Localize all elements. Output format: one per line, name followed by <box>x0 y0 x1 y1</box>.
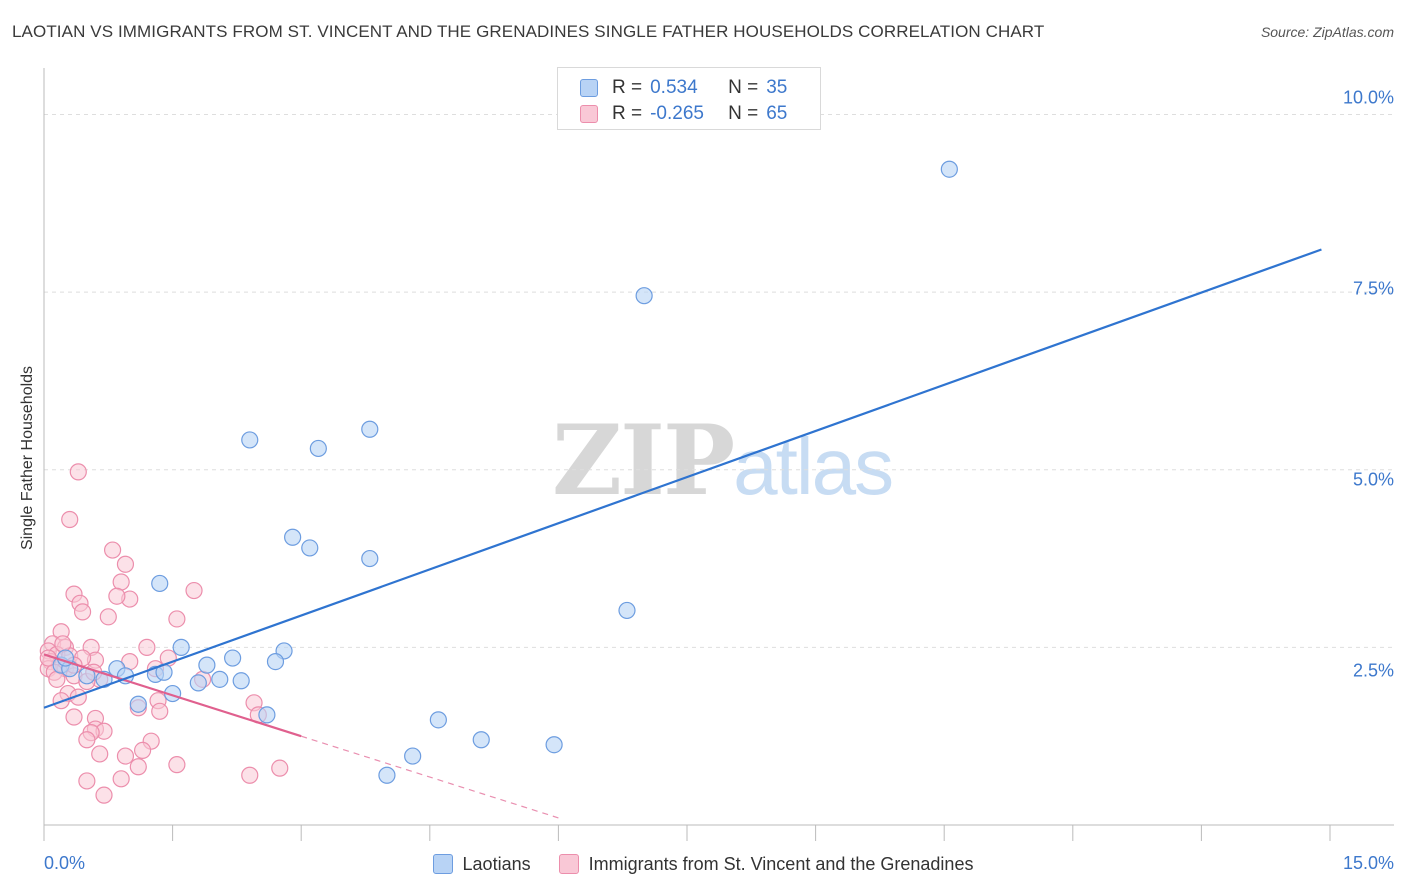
chart-title: LAOTIAN VS IMMIGRANTS FROM ST. VINCENT A… <box>12 22 1045 41</box>
data-point-immigrants <box>61 510 79 529</box>
data-point-immigrants <box>151 702 169 720</box>
data-point-immigrants <box>133 741 152 760</box>
legend-row-laotians: R = 0.534 N = 35 <box>580 76 787 100</box>
y-tick-label-7-5: 7.5% <box>1352 278 1394 299</box>
trend-line-laotians <box>43 248 1322 709</box>
data-point-laotians <box>378 766 396 784</box>
legend-n-value: 35 <box>766 77 788 98</box>
data-point-laotians <box>172 638 190 656</box>
data-point-immigrants <box>65 708 83 726</box>
data-point-immigrants <box>108 587 126 605</box>
legend-label-laotians: Laotians <box>462 853 531 874</box>
data-point-laotians <box>404 747 422 765</box>
data-point-laotians <box>258 706 276 724</box>
legend-item-laotians: Laotians <box>432 853 531 875</box>
data-point-laotians <box>545 736 563 754</box>
data-point-laotians <box>635 287 653 305</box>
data-point-immigrants <box>168 610 186 628</box>
trend-line-immigrants <box>43 653 302 738</box>
watermark: ZIPatlas <box>552 404 894 517</box>
data-point-immigrants <box>73 603 92 621</box>
legend-item-immigrants: Immigrants from St. Vincent and the Gren… <box>558 853 974 875</box>
y-tick-label-5: 5.0% <box>1352 469 1394 490</box>
data-point-laotians <box>224 649 242 667</box>
data-point-laotians <box>429 711 447 729</box>
data-point-laotians <box>198 656 216 674</box>
legend-n-label: N = <box>728 103 759 124</box>
watermark-zip: ZIP <box>552 404 735 517</box>
data-point-immigrants <box>116 555 135 573</box>
legend-row-immigrants: R = -0.265 N = 65 <box>580 102 787 126</box>
data-point-laotians <box>940 160 958 178</box>
data-point-immigrants <box>271 759 289 777</box>
data-point-immigrants <box>103 541 122 559</box>
data-point-laotians <box>309 439 327 458</box>
data-point-laotians <box>284 528 302 546</box>
data-point-immigrants <box>48 670 66 688</box>
legend-label-immigrants: Immigrants from St. Vincent and the Gren… <box>588 853 974 874</box>
data-point-immigrants <box>112 770 130 788</box>
data-point-immigrants <box>78 772 96 790</box>
legend-n-value: 65 <box>766 103 788 124</box>
y-tick-label-2-5: 2.5% <box>1352 660 1394 681</box>
data-point-laotians <box>301 539 319 557</box>
data-point-immigrants <box>91 745 109 763</box>
y-axis-label: Single Father Households <box>19 365 36 551</box>
data-point-laotians <box>129 695 147 713</box>
data-point-laotians <box>361 420 379 438</box>
x-tick-label-min: 0.0% <box>44 853 86 873</box>
data-point-immigrants <box>54 635 72 653</box>
legend-swatch-blue <box>580 79 598 97</box>
x-tick-label-max: 15.0% <box>1342 853 1394 873</box>
data-point-immigrants <box>95 786 113 804</box>
data-point-immigrants <box>112 573 130 591</box>
data-point-immigrants <box>129 758 147 776</box>
data-point-immigrants <box>138 638 156 656</box>
legend-swatch-pink <box>558 854 579 874</box>
data-point-immigrants <box>99 608 117 626</box>
data-point-immigrants <box>78 731 96 749</box>
source-label: Source: ZipAtlas.com <box>1260 24 1394 40</box>
data-point-immigrants <box>116 747 135 765</box>
data-point-immigrants <box>185 581 203 600</box>
legend-r-value: 0.534 <box>650 77 698 98</box>
data-point-laotians <box>266 652 285 671</box>
legend-r-value: -0.265 <box>650 103 704 124</box>
series-legend: Laotians Immigrants from St. Vincent and… <box>0 851 1406 877</box>
correlation-legend: R = 0.534 N = 35 R = -0.265 N = 65 <box>557 67 821 130</box>
data-point-laotians <box>361 549 379 568</box>
legend-r-label: R = <box>612 103 643 124</box>
y-tick-label-10: 10.0% <box>1342 87 1394 108</box>
data-point-laotians <box>151 574 169 593</box>
legend-swatch-pink <box>580 105 598 123</box>
legend-swatch-blue <box>432 854 453 874</box>
data-point-immigrants <box>241 766 259 784</box>
trend-line-immigrants-extension <box>301 735 559 819</box>
data-point-laotians <box>232 672 250 690</box>
legend-n-label: N = <box>728 77 759 98</box>
data-point-laotians <box>241 431 259 449</box>
legend-r-label: R = <box>612 77 643 98</box>
watermark-atlas: atlas <box>733 422 894 511</box>
data-point-laotians <box>189 674 207 692</box>
data-point-laotians <box>618 601 636 620</box>
data-point-immigrants <box>69 463 87 481</box>
data-point-laotians <box>211 670 229 688</box>
data-point-immigrants <box>168 756 186 774</box>
data-point-laotians <box>472 731 490 749</box>
